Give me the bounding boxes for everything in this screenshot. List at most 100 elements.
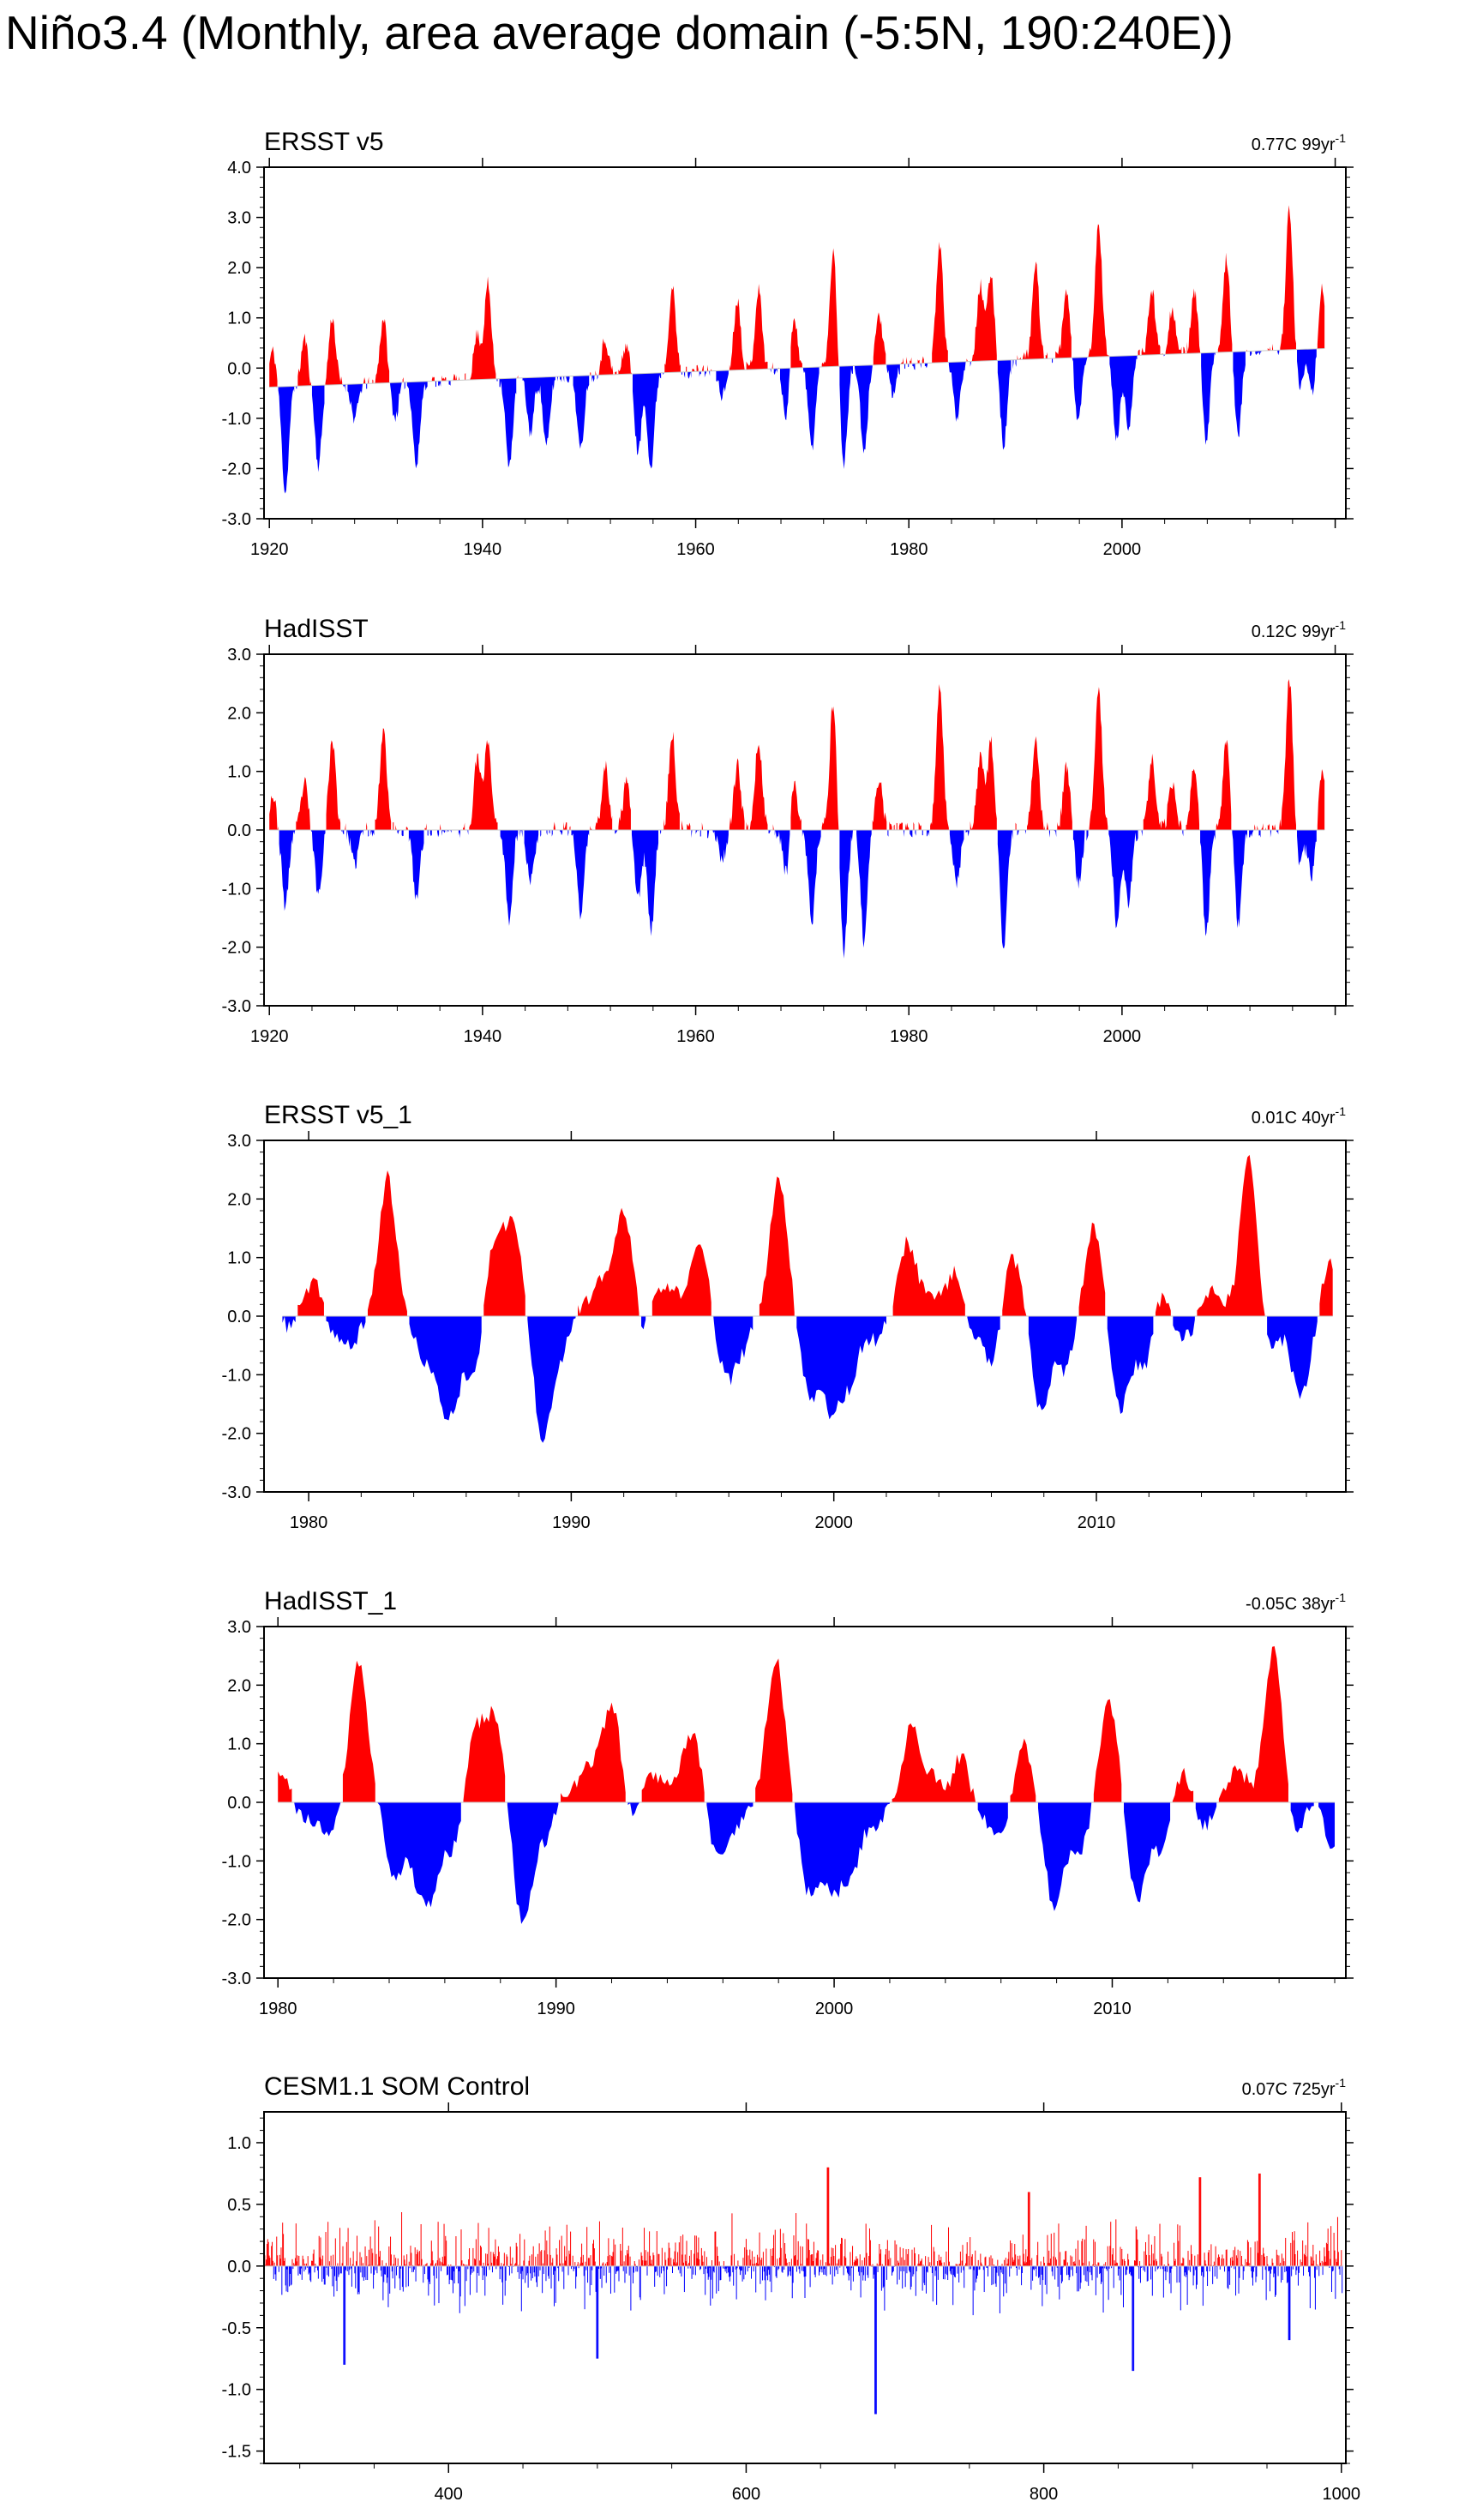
stats-superscript: -1 [1336, 1591, 1347, 1604]
positive-anomaly-area [772, 824, 774, 830]
negative-anomaly-area [341, 830, 345, 835]
positive-anomaly-area [749, 744, 768, 830]
negative-anomaly-area [1072, 357, 1088, 421]
negative-anomaly-area [910, 830, 913, 838]
y-tick-label: -3.0 [222, 997, 251, 1016]
negative-anomaly-area [887, 830, 889, 837]
negative-anomaly-area [886, 364, 900, 399]
positive-anomaly-area [873, 312, 886, 365]
negative-anomaly-area [707, 830, 710, 839]
negative-anomaly-area [631, 830, 659, 936]
positive-anomaly-area [1183, 346, 1186, 354]
negative-anomaly-area [458, 830, 460, 839]
x-tick-label: 1920 [250, 540, 289, 559]
y-tick-label: 4.0 [227, 159, 251, 177]
negative-anomaly-area [796, 1316, 886, 1420]
negative-anomaly-area [687, 371, 692, 379]
negative-anomaly-area [573, 375, 590, 449]
negative-anomaly-area [699, 371, 701, 377]
x-tick-label: 1920 [250, 1027, 289, 1046]
negative-anomaly-area [566, 376, 570, 383]
positive-anomaly-area [402, 377, 404, 382]
positive-anomaly-area [469, 739, 498, 830]
positive-anomaly-area [889, 821, 892, 830]
negative-anomaly-area [326, 1316, 366, 1350]
x-tick-label: 2000 [1103, 540, 1142, 559]
positive-anomaly-area [372, 379, 374, 384]
negative-anomaly-area [660, 830, 662, 834]
positive-anomaly-area [1267, 346, 1270, 351]
negative-anomaly-area [1277, 350, 1280, 356]
y-tick-label: -1.0 [222, 880, 251, 899]
negative-anomaly-area [926, 830, 930, 837]
negative-anomaly-area [1015, 359, 1017, 367]
positive-anomaly-area [590, 372, 591, 376]
stats-value: 0.07C 725yr [1242, 2080, 1336, 2099]
y-tick-label: 0.0 [227, 359, 251, 378]
positive-anomaly-area [1317, 768, 1325, 830]
negative-anomaly-area [441, 830, 446, 836]
y-tick-label: 1.0 [227, 1735, 251, 1754]
negative-anomaly-area [1037, 1802, 1092, 1911]
negative-anomaly-area [768, 830, 771, 834]
negative-anomaly-area [556, 376, 558, 382]
positive-anomaly-area [395, 825, 397, 830]
y-tick-label: -2.0 [222, 460, 251, 478]
negative-anomaly-area [401, 830, 404, 837]
data-series [269, 678, 1325, 959]
positive-anomaly-area [896, 822, 898, 830]
x-tick-label: 1980 [290, 1513, 328, 1532]
positive-anomaly-area [772, 362, 773, 370]
plot-frame [263, 2111, 1347, 2464]
negative-anomaly-area [920, 363, 922, 369]
y-tick-label: 1.0 [227, 2134, 251, 2153]
negative-anomaly-area [282, 1316, 296, 1333]
y-tick-label: -1.0 [222, 1366, 251, 1385]
positive-anomaly-area [1257, 825, 1258, 830]
panel-stats: 0.01C 40yr-1 [1252, 1104, 1347, 1128]
negative-anomaly-area [615, 830, 618, 834]
stats-value: 0.77C 99yr [1252, 135, 1336, 154]
negative-anomaly-area [560, 376, 562, 382]
y-tick-label: 1.0 [227, 310, 251, 328]
y-tick-label: -3.0 [222, 1483, 251, 1502]
negative-anomaly-area [904, 364, 906, 370]
negative-anomaly-area [447, 830, 449, 833]
baseline-line [269, 347, 1325, 388]
positive-anomaly-area [561, 1702, 626, 1802]
negative-anomaly-area [684, 371, 686, 378]
x-tick-label: 1960 [676, 540, 715, 559]
positive-anomaly-area [563, 821, 567, 830]
negative-anomaly-area [448, 380, 451, 386]
negative-anomaly-area [435, 381, 437, 388]
positive-anomaly-area [872, 782, 887, 830]
negative-anomaly-area [591, 375, 595, 382]
positive-anomaly-area [440, 823, 441, 830]
negative-anomaly-area [408, 830, 424, 900]
negative-anomaly-area [1195, 1802, 1217, 1831]
negative-anomaly-area [546, 830, 548, 836]
positive-anomaly-area [790, 317, 802, 369]
y-tick-label: 3.0 [227, 209, 251, 228]
negative-anomaly-area [551, 830, 553, 837]
data-series [269, 205, 1325, 494]
negative-anomaly-area [370, 830, 375, 837]
negative-anomaly-area [1028, 1316, 1078, 1410]
negative-anomaly-area [377, 1802, 461, 1908]
positive-anomaly-area [1089, 687, 1108, 830]
positive-anomaly-area [363, 377, 366, 384]
negative-anomaly-area [1141, 830, 1143, 837]
negative-anomaly-area [965, 830, 970, 837]
panel-2: 3.0 2.0 1.0 0.0 -1.0 -2.0 -3.0 1920 1940 1960 1980… [222, 615, 1354, 1046]
negative-anomaly-area [970, 361, 971, 367]
negative-anomaly-area [908, 364, 910, 368]
positive-anomaly-area [366, 822, 368, 830]
positive-anomaly-area [431, 376, 435, 382]
negative-anomaly-area [311, 385, 325, 472]
positive-anomaly-area [453, 374, 457, 381]
positive-anomaly-area [1055, 288, 1072, 358]
x-tick-label: 1990 [537, 2000, 575, 2018]
negative-anomaly-area [712, 830, 729, 863]
positive-anomaly-area [342, 1660, 375, 1802]
panel-1: 4.0 3.0 2.0 1.0 0.0 -1.0 -2.0 -3.0 1920 1940 1960 1… [222, 128, 1354, 559]
